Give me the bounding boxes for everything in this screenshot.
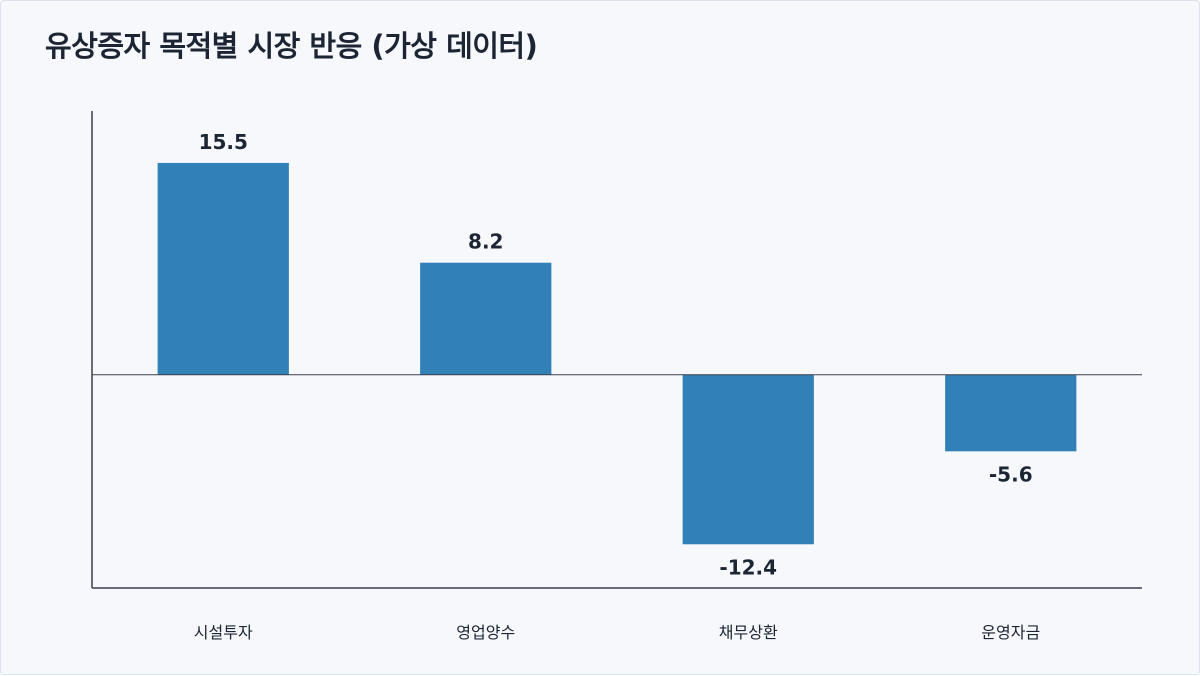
bar-value-label-4: -5.6 [989, 462, 1033, 486]
bar-2 [420, 262, 552, 375]
bar-value-label-3: -12.4 [719, 555, 777, 579]
x-tick-label-2: 영업양수 [456, 623, 515, 642]
category-labels-group: 시설투자 영업양수 채무상환 운영자금 [194, 623, 1040, 642]
chart-title: 유상증자 목적별 시장 반응 (가상 데이터) [45, 29, 538, 63]
x-tick-label-4: 운영자금 [981, 623, 1040, 642]
bar-1 [157, 162, 289, 375]
x-tick-label-3: 채무상환 [719, 623, 778, 642]
bars-group [157, 162, 1077, 545]
value-labels-group: 15.5 8.2 -12.4 -5.6 [199, 130, 1033, 579]
bar-3 [682, 374, 814, 545]
bar-value-label-1: 15.5 [199, 130, 248, 154]
x-tick-label-1: 시설투자 [194, 623, 253, 642]
bar-4 [945, 374, 1077, 452]
bar-value-label-2: 8.2 [468, 230, 503, 254]
